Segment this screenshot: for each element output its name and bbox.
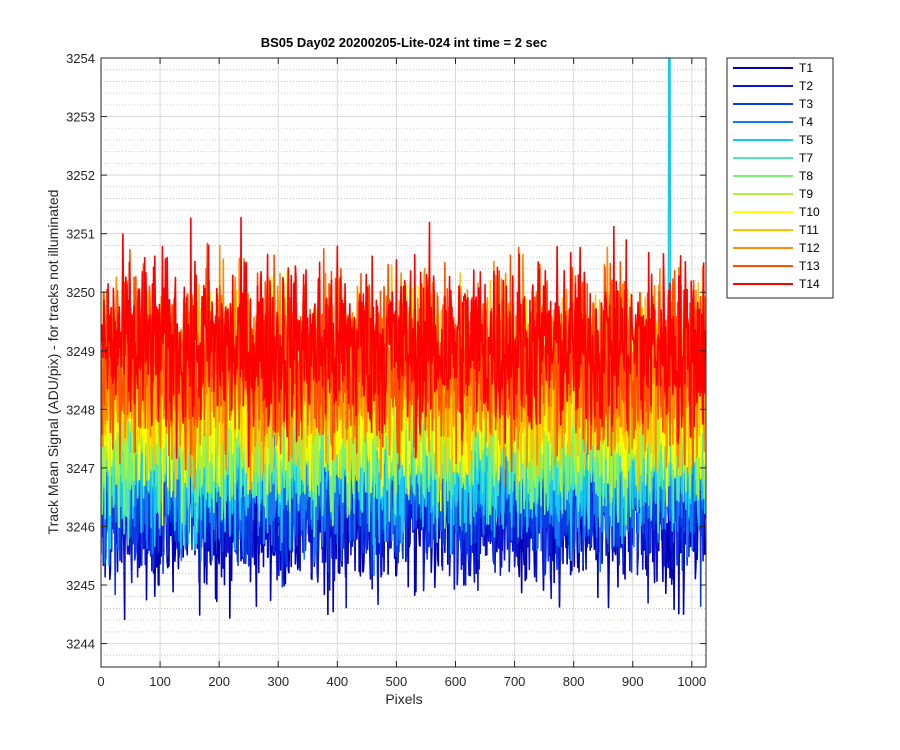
y-tick-label: 3250 [66, 285, 95, 300]
legend-label: T1 [799, 61, 813, 75]
x-tick-label: 300 [267, 674, 289, 689]
y-tick-label: 3253 [66, 110, 95, 125]
legend-label: T10 [799, 205, 820, 219]
legend-label: T14 [799, 277, 820, 291]
plot-clip [101, 58, 706, 621]
legend-item-t3[interactable]: T3 [733, 97, 813, 111]
y-axis-label: Track Mean Signal (ADU/pix) - for tracks… [45, 190, 61, 535]
legend-item-t14[interactable]: T14 [733, 277, 820, 291]
legend-label: T8 [799, 169, 813, 183]
x-tick-label: 500 [386, 674, 408, 689]
series-line-t14 [101, 216, 706, 468]
chart-title: BS05 Day02 20200205-Lite-024 int time = … [261, 35, 548, 50]
y-tick-label: 3246 [66, 519, 95, 534]
y-tick-label: 3254 [66, 51, 95, 66]
legend-item-t11[interactable]: T11 [733, 223, 819, 237]
legend-item-t8[interactable]: T8 [733, 169, 813, 183]
x-tick-label: 800 [563, 674, 585, 689]
x-tick-label: 1000 [677, 674, 706, 689]
legend-label: T2 [799, 79, 813, 93]
y-tick-label: 3249 [66, 344, 95, 359]
x-tick-label: 600 [445, 674, 467, 689]
x-tick-label: 400 [326, 674, 348, 689]
y-tick-label: 3251 [66, 227, 95, 242]
y-tick-label: 3252 [66, 168, 95, 183]
legend-label: T4 [799, 115, 813, 129]
legend-item-t13[interactable]: T13 [733, 259, 820, 273]
x-tick-label: 900 [622, 674, 644, 689]
legend-item-t5[interactable]: T5 [733, 133, 813, 147]
x-axis-label: Pixels [385, 691, 422, 707]
legend-items: T1 T2 T3 T4 T5 T7 T8 T9 T10 T11 T12 T13 T14 [733, 61, 820, 291]
y-tick-label: 3247 [66, 461, 95, 476]
legend[interactable]: T1 T2 T3 T4 T5 T7 T8 T9 T10 T11 T12 T13 T14 [726, 57, 834, 299]
legend-item-t7[interactable]: T7 [733, 151, 813, 165]
y-tick-label: 3245 [66, 578, 95, 593]
y-tick-label: 3244 [66, 637, 95, 652]
legend-item-t2[interactable]: T2 [733, 79, 813, 93]
legend-item-t4[interactable]: T4 [733, 115, 813, 129]
axes-box [100, 57, 707, 668]
legend-label: T7 [799, 151, 813, 165]
x-tick-label: 0 [97, 674, 104, 689]
y-tick-label: 3248 [66, 402, 95, 417]
x-tick-label: 200 [208, 674, 230, 689]
legend-item-t10[interactable]: T10 [733, 205, 820, 219]
legend-label: T9 [799, 187, 813, 201]
series-lines [101, 58, 706, 621]
legend-item-t1[interactable]: T1 [733, 61, 813, 75]
legend-item-t9[interactable]: T9 [733, 187, 813, 201]
legend-label: T3 [799, 97, 813, 111]
legend-item-t12[interactable]: T12 [733, 241, 820, 255]
legend-label: T11 [799, 223, 819, 237]
ticks: 0 100 200 300 400 500 600 700 800 900 1000 3244 3245… [66, 51, 706, 689]
legend-label: T5 [799, 133, 813, 147]
x-tick-label: 700 [504, 674, 526, 689]
legend-label: T13 [799, 259, 820, 273]
series-line-t5 [101, 58, 706, 567]
x-tick-label: 100 [149, 674, 171, 689]
legend-label: T12 [799, 241, 820, 255]
legend-box [726, 57, 834, 299]
